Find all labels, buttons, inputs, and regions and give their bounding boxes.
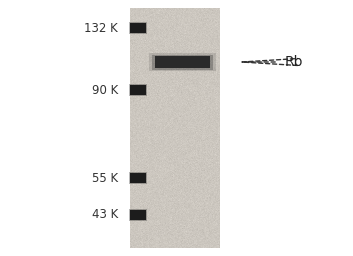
Bar — [130, 173, 146, 183]
Bar — [130, 23, 146, 33]
Bar — [129, 84, 147, 96]
Bar — [130, 85, 146, 95]
Bar — [129, 209, 147, 221]
Bar — [149, 53, 215, 71]
Bar — [151, 55, 213, 69]
Text: 43 K: 43 K — [92, 208, 118, 221]
Text: Rb: Rb — [285, 55, 304, 69]
Bar — [129, 172, 147, 184]
Text: 132 K: 132 K — [84, 22, 118, 35]
Bar — [130, 210, 146, 220]
Bar — [129, 22, 147, 34]
Bar — [155, 56, 209, 68]
Bar — [130, 8, 220, 248]
Text: 90 K: 90 K — [92, 83, 118, 97]
Text: 55 K: 55 K — [92, 172, 118, 185]
